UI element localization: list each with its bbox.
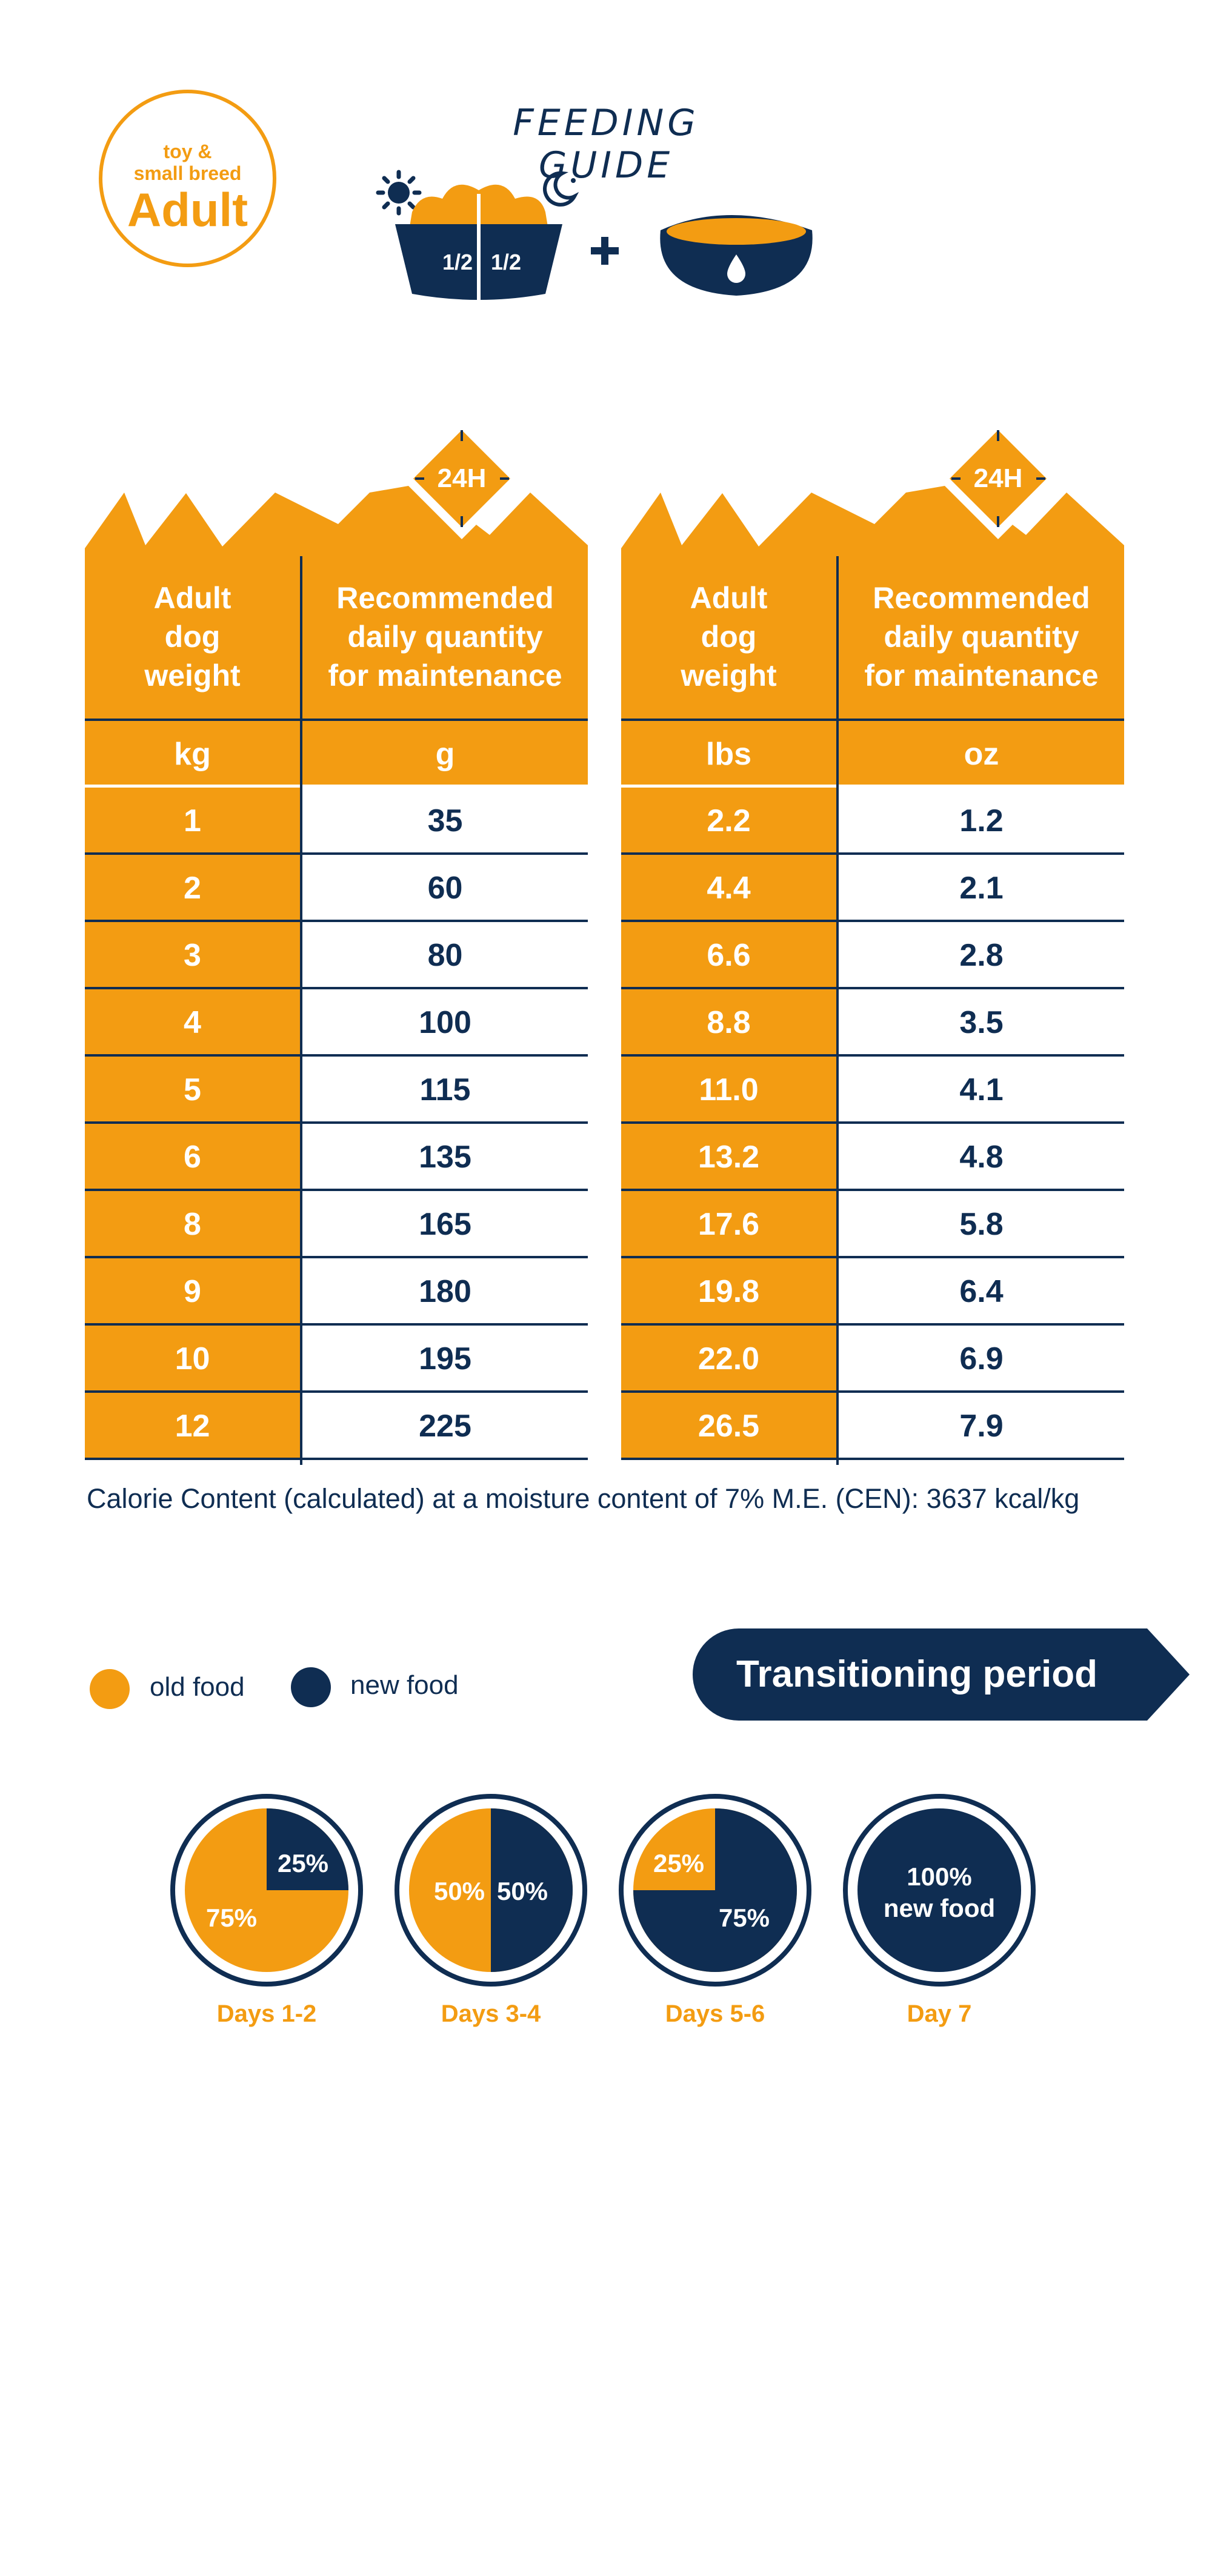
header-divider — [621, 719, 1124, 721]
transition-pie — [170, 1794, 363, 1987]
day-label: Day 7 — [907, 2000, 972, 2027]
col1-unit: lbs — [705, 737, 752, 772]
sun-icon — [376, 170, 422, 216]
transition-banner: Transitioning period — [693, 1628, 1190, 1721]
moon-icon — [543, 171, 579, 207]
24h-tag — [937, 418, 1059, 539]
new-food-label: new food — [350, 1670, 459, 1700]
column-divider — [836, 556, 839, 1465]
column-divider — [300, 556, 302, 1465]
quantity-cell: 60 — [302, 855, 588, 922]
new-food-slice — [491, 1808, 573, 1972]
quantity-cell: 195 — [302, 1326, 588, 1393]
svg-text:1/2: 1/2 — [442, 250, 473, 274]
weight-cell: 26.5 — [621, 1393, 836, 1460]
quantity-cell: 5.8 — [839, 1191, 1124, 1258]
day-label: Days 5-6 — [665, 2000, 765, 2027]
col2-unit: oz — [964, 737, 999, 772]
weight-cell: 22.0 — [621, 1326, 836, 1393]
weight-cell: 13.2 — [621, 1124, 836, 1191]
table-header-shape — [85, 418, 588, 785]
weight-cell: 19.8 — [621, 1258, 836, 1326]
weight-cell: 8.8 — [621, 989, 836, 1057]
24h-tag — [401, 418, 522, 539]
quantity-cell: 2.1 — [839, 855, 1124, 922]
col1-unit: kg — [174, 737, 211, 772]
quantity-cell: 100 — [302, 989, 588, 1057]
quantity-cell: 7.9 — [839, 1393, 1124, 1460]
feeding-icons: 1/2 1/2 — [376, 170, 813, 300]
svg-text:1/2: 1/2 — [491, 250, 521, 274]
day-label: Days 1-2 — [216, 2000, 317, 2027]
new-food-slice — [633, 1808, 797, 1972]
weight-cell: 6 — [85, 1124, 300, 1191]
pie-percent-label: 25% — [277, 1849, 329, 1877]
table-header-shape — [621, 418, 1124, 785]
24h-label: 24H — [437, 463, 487, 493]
new-food-slice — [857, 1808, 1021, 1972]
quantity-cell: 6.4 — [839, 1258, 1124, 1326]
quantity-cell: 80 — [302, 922, 588, 989]
transition-pie — [395, 1794, 587, 1987]
quantity-cell: 115 — [302, 1057, 588, 1124]
quantity-cell: 4.1 — [839, 1057, 1124, 1124]
weight-cell: 6.6 — [621, 922, 836, 989]
quantity-cell: 4.8 — [839, 1124, 1124, 1191]
calorie-note: Calorie Content (calculated) at a moistu… — [87, 1483, 1080, 1514]
weight-cell: 4.4 — [621, 855, 836, 922]
weight-cell: 2.2 — [621, 788, 836, 855]
transition-pie — [619, 1794, 811, 1987]
quantity-cell: 6.9 — [839, 1326, 1124, 1393]
quantity-cell: 3.5 — [839, 989, 1124, 1057]
pie-percent-label: 25% — [653, 1849, 705, 1877]
pie-percent-label: 50% — [496, 1877, 548, 1905]
transition-title: Transitioning period — [736, 1653, 1097, 1695]
weight-cell: 2 — [85, 855, 300, 922]
quantity-cell: 1.2 — [839, 788, 1124, 855]
quantity-cell: 225 — [302, 1393, 588, 1460]
food-bowl-icon: 1/2 1/2 — [395, 184, 562, 300]
quantity-cell: 135 — [302, 1124, 588, 1191]
header-divider — [85, 719, 588, 721]
badge-line-1: toy & — [163, 141, 212, 162]
pie-percent-label: 75% — [718, 1904, 770, 1932]
quantity-cell: 2.8 — [839, 922, 1124, 989]
transition-pie — [843, 1794, 1036, 1987]
pie-percent-label: 50% — [433, 1877, 485, 1905]
new-food-slice — [267, 1808, 348, 1890]
weight-cell: 3 — [85, 922, 300, 989]
weight-cell: 8 — [85, 1191, 300, 1258]
weight-cell: 1 — [85, 788, 300, 855]
weight-cell: 9 — [85, 1258, 300, 1326]
weight-cell: 10 — [85, 1326, 300, 1393]
weight-cell: 12 — [85, 1393, 300, 1460]
water-bowl-icon — [660, 215, 813, 296]
weight-cell: 4 — [85, 989, 300, 1057]
col2-unit: g — [435, 737, 455, 772]
pie-percent-label: 100% — [907, 1862, 972, 1891]
old-food-label: old food — [150, 1672, 245, 1702]
product-badge: toy & small breed Adult — [99, 90, 276, 267]
badge-line-2: small breed — [133, 162, 242, 184]
24h-label: 24H — [973, 463, 1023, 493]
plus-icon — [591, 237, 619, 265]
pie-percent-label: new food — [883, 1894, 996, 1922]
pie-percent-label: 75% — [205, 1904, 258, 1932]
new-food-swatch — [291, 1667, 331, 1707]
quantity-cell: 35 — [302, 788, 588, 855]
col1-header: Adult dog weight — [681, 581, 777, 692]
feeding-guide-title: FEEDING GUIDE — [513, 102, 699, 187]
weight-cell: 17.6 — [621, 1191, 836, 1258]
day-label: Days 3-4 — [441, 2000, 541, 2027]
col1-header: Adult dog weight — [144, 581, 241, 692]
col2-header: Recommended daily quantity for maintenance — [864, 581, 1099, 692]
old-food-swatch — [90, 1669, 130, 1709]
banner-shape — [693, 1628, 1190, 1721]
weight-cell: 11.0 — [621, 1057, 836, 1124]
quantity-cell: 165 — [302, 1191, 588, 1258]
quantity-cell: 180 — [302, 1258, 588, 1326]
weight-cell: 5 — [85, 1057, 300, 1124]
badge-title: Adult — [127, 183, 248, 236]
col2-header: Recommended daily quantity for maintenance — [328, 581, 562, 692]
